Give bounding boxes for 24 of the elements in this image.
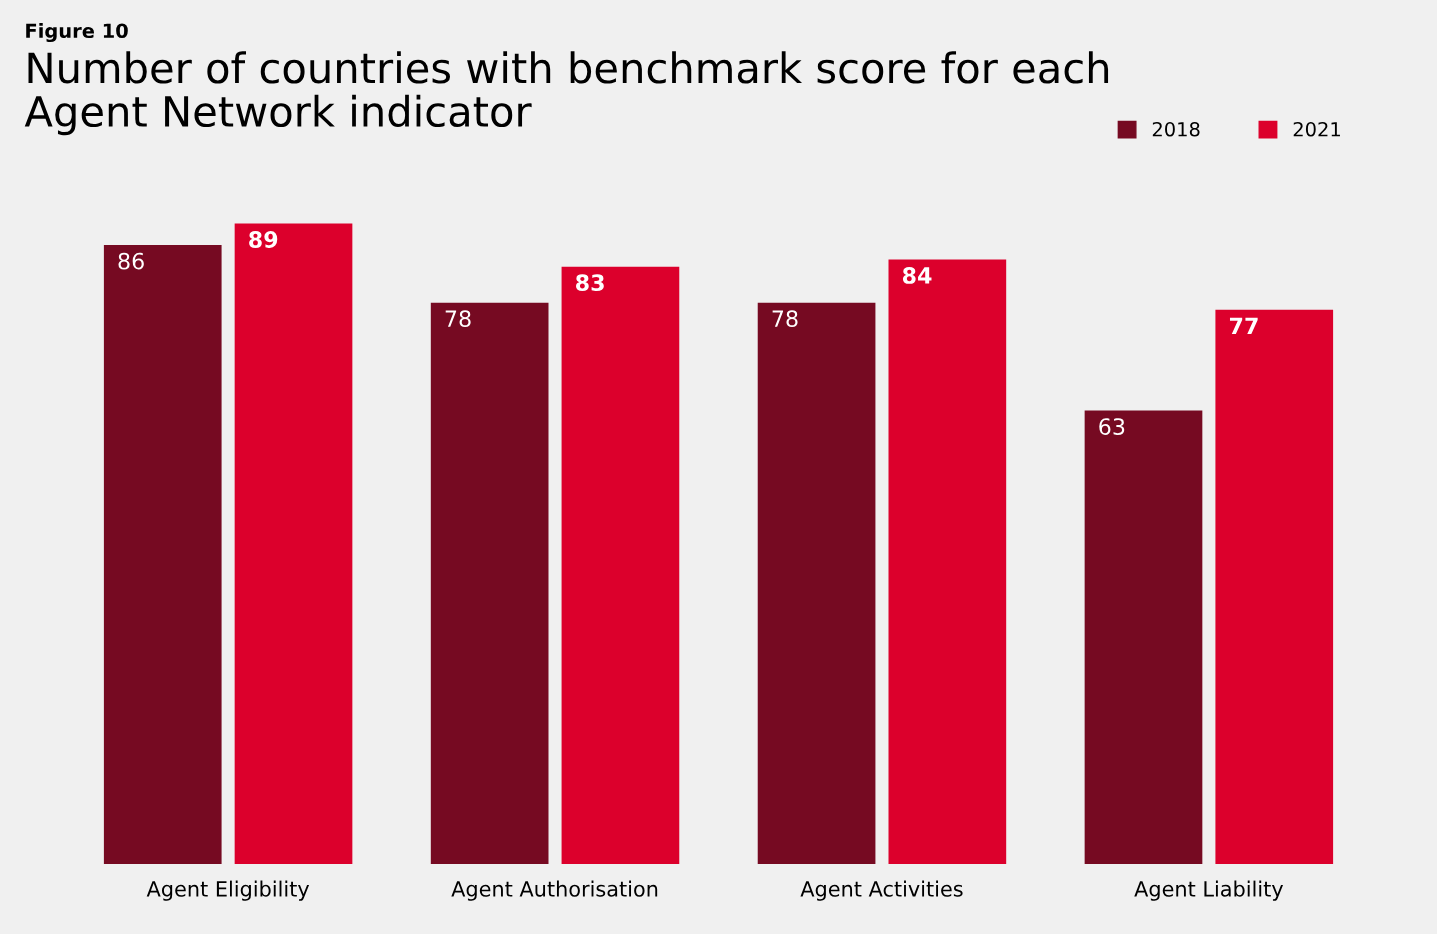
bar <box>1084 410 1203 864</box>
chart-title: Number of countries with benchmark score for each Agent Network indicator <box>24 51 1109 136</box>
data-label: 83 <box>576 274 604 292</box>
bar <box>234 223 353 864</box>
bar <box>103 245 222 864</box>
data-label: 86 <box>118 252 144 270</box>
bar <box>757 302 876 864</box>
legend-label: 2018 <box>1152 121 1200 137</box>
x-tick-label: Agent Liability <box>1134 880 1284 901</box>
caption: Figure 10 <box>26 23 128 43</box>
x-tick-label: Agent Authorisation <box>451 880 658 901</box>
data-label: 78 <box>445 310 471 328</box>
data-label: 77 <box>1229 317 1258 334</box>
bar <box>561 266 680 864</box>
x-tick-label: Agent Eligibility <box>146 880 310 901</box>
data-label: 84 <box>902 267 932 284</box>
data-label: 63 <box>1099 418 1125 435</box>
data-label: 78 <box>772 310 798 328</box>
bar <box>430 302 549 864</box>
data-label: 89 <box>249 231 278 248</box>
x-tick-label: Agent Activities <box>800 880 963 901</box>
bar <box>1215 309 1334 864</box>
legend-label: 2021 <box>1293 121 1340 137</box>
bar <box>888 259 1007 864</box>
